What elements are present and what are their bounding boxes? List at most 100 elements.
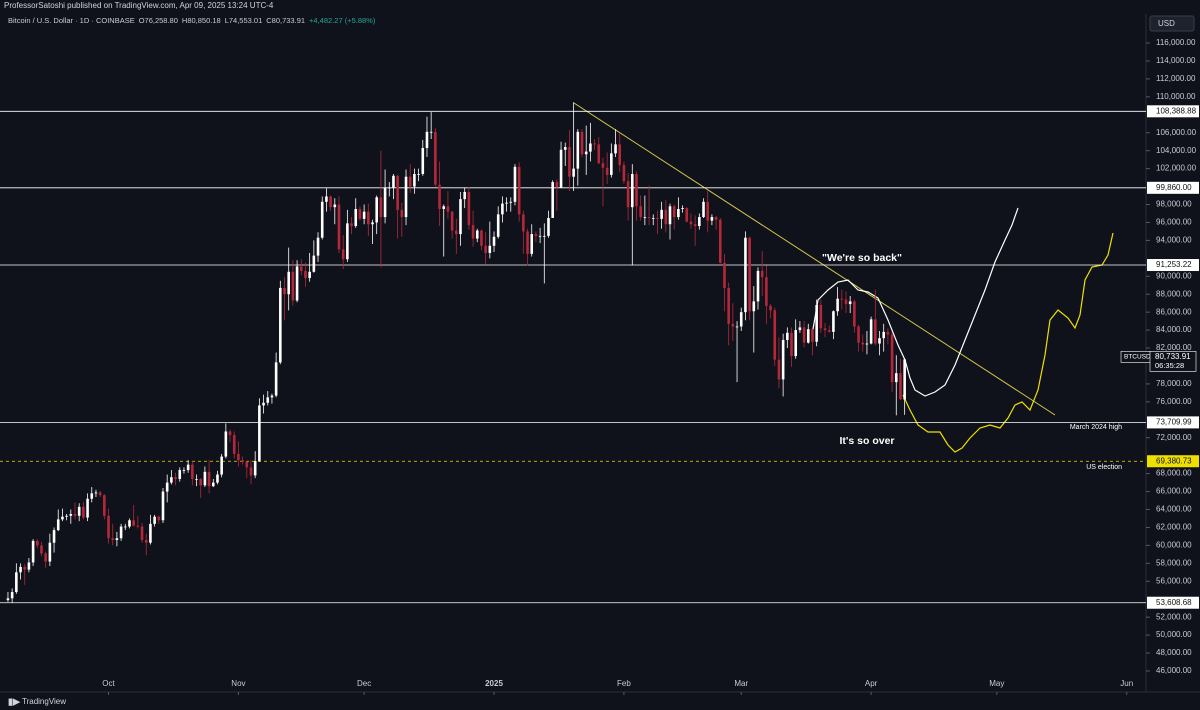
candle-body xyxy=(308,271,311,279)
trend-line xyxy=(573,102,1056,416)
candle-body xyxy=(387,187,391,189)
candle-body xyxy=(698,217,701,227)
candle-body xyxy=(27,562,31,570)
candle-body xyxy=(383,187,387,218)
brand-icon: ▮▶ xyxy=(8,696,21,706)
marks xyxy=(0,102,1146,604)
y-tick-label: 56,000.00 xyxy=(1156,576,1192,585)
candle-body xyxy=(82,506,85,518)
candle-body xyxy=(400,209,404,218)
candle-body xyxy=(580,131,584,155)
y-tick-label: 102,000.00 xyxy=(1156,164,1197,173)
y-tick-label: 64,000.00 xyxy=(1156,505,1192,514)
y-tick-label: 48,000.00 xyxy=(1156,648,1192,657)
candle-body xyxy=(572,168,575,177)
candle-body xyxy=(593,143,596,145)
candle-body xyxy=(371,222,374,225)
candle-body xyxy=(283,287,286,295)
candle-body xyxy=(245,461,249,468)
candle-body xyxy=(702,201,705,218)
annotation: "We're so back" xyxy=(822,252,902,264)
currency[interactable]: USD xyxy=(1158,19,1175,28)
candle-body xyxy=(132,520,135,526)
candle-body xyxy=(630,174,634,208)
candle-body xyxy=(827,330,831,332)
y-tick-label: 94,000.00 xyxy=(1156,235,1192,244)
candle-body xyxy=(442,206,446,209)
candle-body xyxy=(249,467,253,476)
candle-body xyxy=(446,206,450,212)
candle-body xyxy=(434,131,437,185)
y-tick-label: 86,000.00 xyxy=(1156,307,1192,316)
candle-body xyxy=(798,327,802,331)
candle-body xyxy=(291,271,295,301)
candle-body xyxy=(144,540,148,543)
candle-body xyxy=(320,201,324,238)
level-label-box xyxy=(1147,596,1199,609)
candle-body xyxy=(844,299,848,305)
candle-body xyxy=(480,230,483,246)
candle-body xyxy=(459,199,462,235)
candle-body xyxy=(714,217,718,220)
candle-body xyxy=(157,516,161,521)
candle-body xyxy=(375,197,378,223)
x-tick-label: Dec xyxy=(357,679,371,688)
candle-body xyxy=(576,131,580,169)
candle-body xyxy=(706,201,710,221)
candle-body xyxy=(610,153,613,175)
candle-body xyxy=(52,530,56,543)
candle-body xyxy=(182,470,186,471)
level-label: 91,253.22 xyxy=(1156,260,1192,269)
candle-body xyxy=(568,147,571,177)
candle-body xyxy=(672,206,676,218)
y-tick-label: 98,000.00 xyxy=(1156,200,1192,209)
byline: ProfessorSatoshi published on TradingVie… xyxy=(4,1,274,10)
candle-body xyxy=(232,435,236,454)
candle-body xyxy=(626,181,630,208)
candle-body xyxy=(417,174,420,175)
candle-body xyxy=(279,287,282,363)
last-price-label: 80,733.91 xyxy=(1155,352,1191,361)
candle-body xyxy=(207,471,211,487)
candle-body xyxy=(69,513,73,516)
candle-body xyxy=(174,477,177,480)
candle-body xyxy=(19,566,22,573)
candle-body xyxy=(6,598,10,601)
candle-body xyxy=(115,538,119,541)
candle-body xyxy=(752,301,756,312)
candle-body xyxy=(195,479,198,480)
candle-body xyxy=(806,329,810,343)
candle-body xyxy=(819,304,823,329)
candle-body xyxy=(224,431,228,457)
candle-body xyxy=(463,191,466,200)
candle-body xyxy=(262,402,265,406)
candle-body xyxy=(735,326,739,328)
candle-body xyxy=(220,456,223,475)
currency-button[interactable] xyxy=(1149,15,1195,32)
candle-body xyxy=(471,225,475,239)
candle-body xyxy=(802,327,806,343)
candle-body xyxy=(107,515,110,539)
candle-body xyxy=(563,147,567,150)
candle-body xyxy=(191,464,194,480)
y-tick-label: 114,000.00 xyxy=(1156,56,1196,65)
y-tick-label: 58,000.00 xyxy=(1156,558,1192,567)
candle-body xyxy=(438,184,441,209)
candle-body xyxy=(710,217,714,221)
y-tick-label: 84,000.00 xyxy=(1156,325,1192,334)
candle-body xyxy=(584,151,588,155)
candle-body xyxy=(794,330,798,357)
candle-body xyxy=(111,538,115,541)
candle-body xyxy=(203,471,207,486)
candle-body xyxy=(329,196,332,208)
candle-body xyxy=(216,474,219,483)
candle-body xyxy=(865,343,869,345)
legend-close: C80,733.91 xyxy=(266,16,305,25)
candle-body xyxy=(601,163,605,168)
candle-body xyxy=(270,395,274,398)
candle-body xyxy=(685,208,689,222)
candle-body xyxy=(744,237,747,313)
x-tick-label: Jun xyxy=(1120,679,1133,688)
candle-body xyxy=(635,174,638,207)
